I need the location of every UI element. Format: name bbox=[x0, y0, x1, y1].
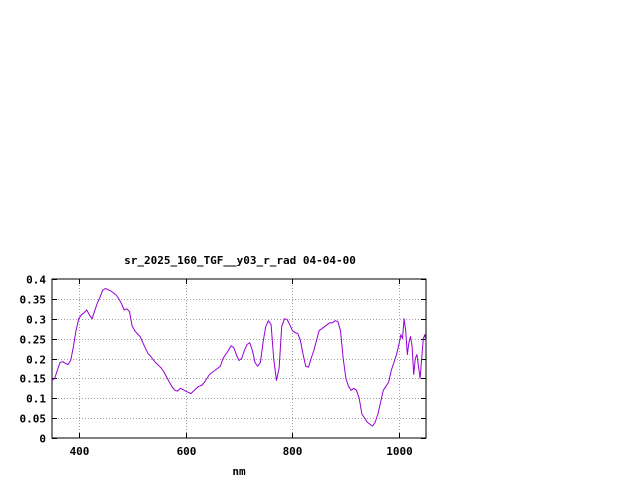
x-tick-label: 1000 bbox=[386, 445, 413, 458]
x-axis-label: nm bbox=[232, 465, 246, 478]
series-line-0 bbox=[51, 288, 427, 427]
y-tick-labels: 0 0.05 0.1 0.15 0.2 0.25 0.3 0.35 0.4 bbox=[20, 274, 47, 446]
series-layer bbox=[51, 288, 427, 427]
y-tick-label: 0.35 bbox=[20, 294, 47, 307]
y-tick-label: 0.25 bbox=[20, 334, 47, 347]
x-tick-labels: 400 600 800 1000 bbox=[70, 445, 413, 458]
y-tick-label: 0.2 bbox=[26, 354, 46, 367]
y-tick-label: 0.3 bbox=[26, 314, 46, 327]
axis-ticks bbox=[52, 279, 426, 439]
plot-frame bbox=[51, 278, 427, 439]
y-tick-label: 0.4 bbox=[26, 274, 46, 287]
y-tick-label: 0.15 bbox=[20, 373, 47, 386]
x-tick-label: 600 bbox=[177, 445, 197, 458]
x-tick-label: 400 bbox=[70, 445, 90, 458]
grid-lines bbox=[52, 279, 426, 438]
y-tick-label: 0.1 bbox=[26, 393, 46, 406]
y-tick-label: 0.05 bbox=[20, 413, 47, 426]
x-tick-label: 800 bbox=[283, 445, 303, 458]
y-tick-label: 0 bbox=[39, 433, 46, 446]
chart-title: sr_2025_160_TGF__y03_r_rad 04-04-00 bbox=[124, 254, 356, 267]
